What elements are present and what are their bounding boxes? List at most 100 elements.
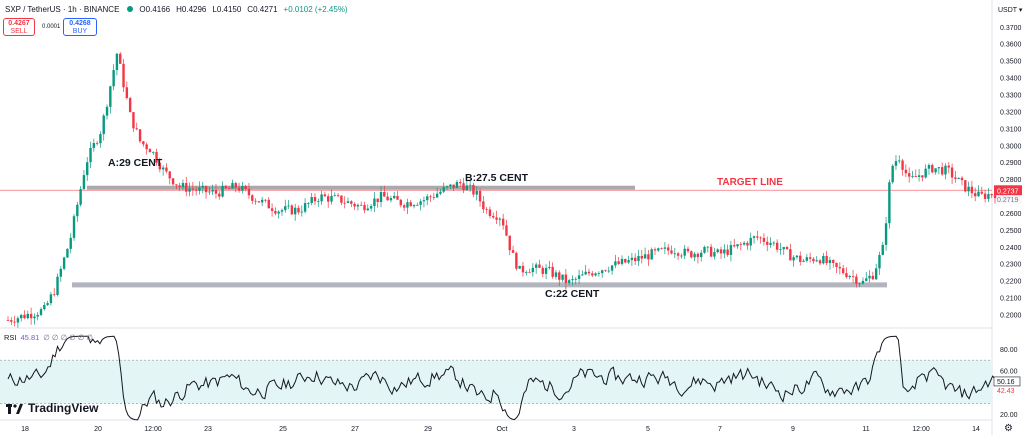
candle-body (59, 268, 63, 277)
time-tick-label: 14 (972, 426, 980, 433)
candle-body (36, 314, 39, 317)
candle-body (729, 245, 733, 255)
price-tick-label: 0.2900 (1000, 160, 1022, 167)
time-tick-label: 3 (572, 426, 576, 433)
candle-body (445, 186, 449, 188)
candle-body (759, 237, 762, 239)
candle-body (726, 249, 729, 255)
candle-body (102, 115, 105, 135)
candle-body (775, 242, 779, 250)
rsi-tick-label: 60.00 (1000, 369, 1018, 376)
candle-body (983, 193, 987, 199)
price-tick-label: 0.3100 (1000, 126, 1022, 133)
candle-body (462, 183, 465, 191)
candle-body (914, 176, 917, 177)
candle-body (119, 53, 122, 64)
candle-body (795, 255, 799, 258)
price-axis[interactable]: 0.3700 0.3600 0.3500 0.3400 0.3300 0.3200 0.31… (994, 25, 1022, 320)
ohlc-low: L0.4150 (212, 4, 242, 14)
candle-body (112, 70, 115, 87)
candle-body (303, 203, 307, 212)
price-tick-label: 0.2200 (1000, 279, 1022, 286)
buy-button[interactable]: 0.4268 BUY (63, 18, 97, 36)
candle-body (680, 255, 683, 257)
candle-body (208, 191, 211, 193)
candle-body (53, 294, 56, 296)
candle-body (525, 272, 528, 273)
candle-body (62, 257, 66, 269)
buy-label: BUY (72, 28, 88, 35)
tradingview-logo[interactable]: TradingView (6, 401, 98, 415)
currency-selector[interactable]: USDT ▾ (998, 7, 1023, 14)
time-tick-label: Oct (497, 426, 508, 433)
candle-body (673, 253, 677, 255)
candle-body (406, 202, 409, 208)
candle-body (125, 87, 129, 99)
rsi-header[interactable]: RSI 45.81 ∅ ∅ ∅ ∅ ∅ ∅ (4, 333, 93, 342)
price-tick-label: 0.3400 (1000, 76, 1022, 83)
candle-body (376, 198, 379, 203)
candle-body (822, 256, 825, 264)
annotations-layer: A:29 CENT B:27.5 CENT C:22 CENT TARGET LINE (108, 157, 783, 300)
candle-body (785, 247, 789, 250)
candle-body (898, 160, 901, 162)
candle-body (690, 251, 693, 258)
candle-body (647, 254, 650, 260)
candle-body (178, 185, 181, 188)
secondary-price-text: 0.2719 (997, 197, 1019, 204)
sell-button[interactable]: 0.4267 SELL (3, 18, 35, 36)
candle-body (508, 235, 511, 251)
candle-body (185, 183, 188, 192)
candle-body (396, 195, 399, 200)
settings-gear-icon[interactable]: ⚙ (1004, 423, 1013, 434)
candle-body (832, 260, 835, 263)
candle-body (366, 208, 370, 211)
candle-body (706, 246, 710, 248)
candle-body (158, 162, 162, 170)
current-price-text: 0.2737 (997, 188, 1019, 195)
symbol-header[interactable]: SXP / TetherUS · 1h · BINANCE O0.4166 H0… (0, 0, 348, 18)
candle-body (274, 210, 277, 214)
candle-body (594, 273, 597, 276)
rsi-value-text-2: 42.43 (997, 388, 1015, 395)
candle-body (165, 167, 168, 172)
candle-body (719, 249, 723, 254)
candle-body (789, 249, 792, 261)
time-axis[interactable]: 18 20 12:00 23 25 27 29 Oct 3 5 7 9 11 12:00 14 (21, 426, 980, 433)
candle-body (766, 241, 769, 245)
candle-body (56, 276, 59, 295)
candle-body (270, 208, 274, 211)
candle-body (105, 106, 109, 116)
candle-body (967, 186, 970, 192)
candle-body (350, 201, 353, 204)
candle-body (904, 169, 908, 174)
candle-body (171, 178, 175, 185)
candle-body (709, 246, 713, 257)
candle-body (224, 185, 228, 189)
candle-body (762, 237, 766, 242)
rsi-line (7, 335, 996, 421)
candle-body (323, 194, 327, 197)
price-tick-label: 0.2000 (1000, 313, 1022, 320)
candle-body (115, 53, 119, 71)
candle-body (416, 204, 419, 206)
symbol-title[interactable]: SXP / TetherUS · 1h · BINANCE (5, 4, 120, 14)
candle-body (901, 160, 904, 170)
price-tick-label: 0.2100 (1000, 296, 1022, 303)
candle-body (432, 196, 436, 198)
candle-body (72, 216, 76, 238)
price-tick-label: 0.2600 (1000, 211, 1022, 218)
candle-body (931, 164, 934, 173)
candle-body (881, 244, 884, 255)
candle-body (584, 271, 587, 275)
candle-body (607, 270, 610, 272)
candle-body (703, 246, 706, 253)
candle-body (865, 278, 868, 281)
candle-body (284, 206, 287, 211)
ohlc-change: +0.0102 (+2.45%) (283, 4, 348, 14)
candle-body (82, 175, 86, 190)
price-tick-label: 0.3000 (1000, 143, 1022, 150)
time-tick-label: 29 (424, 426, 432, 433)
